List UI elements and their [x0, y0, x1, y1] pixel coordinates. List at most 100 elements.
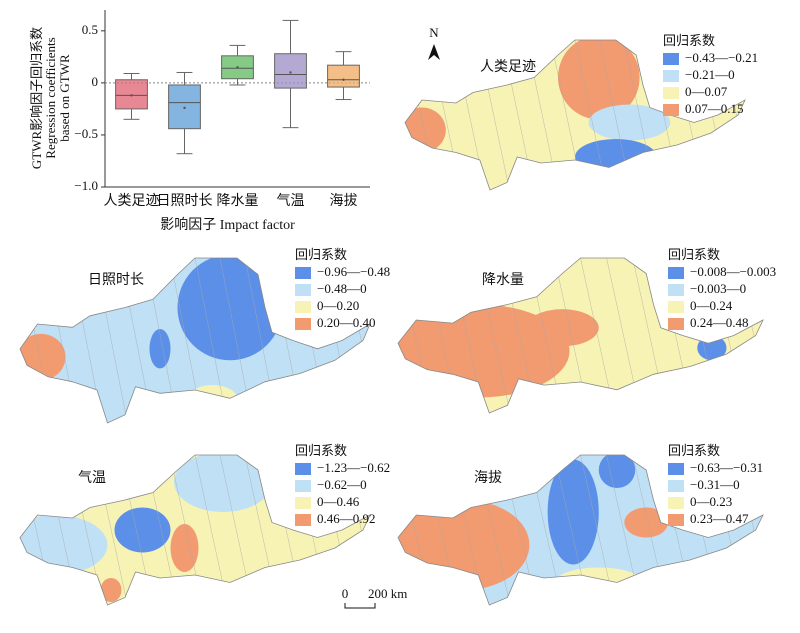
legend-swatch — [295, 463, 311, 475]
map-boundary — [580, 455, 615, 605]
legend-label: −0.31—0 — [690, 477, 740, 492]
x-tick-label: 气温 — [277, 193, 305, 209]
map-region — [525, 309, 599, 347]
legend-swatch — [668, 497, 684, 509]
x-tick-label: 海拔 — [330, 193, 358, 209]
map-title: 气温 — [78, 470, 106, 486]
scale-label: 200 km — [368, 586, 407, 601]
legend-swatch — [295, 284, 311, 296]
legend-label: −0.008—−0.003 — [690, 264, 776, 279]
legend-swatch — [663, 70, 679, 82]
legend-label: −0.48—0 — [317, 281, 367, 296]
legend-swatch — [663, 53, 679, 65]
north-label: N — [429, 25, 439, 40]
map-region — [398, 500, 530, 590]
map-boundary — [574, 40, 607, 190]
scale-bar-line — [344, 603, 376, 609]
map-title: 降水量 — [482, 272, 524, 288]
legend-label: 0—0.20 — [317, 298, 359, 313]
map-region — [575, 139, 657, 175]
legend-swatch — [668, 463, 684, 475]
legend-swatch — [663, 87, 679, 99]
legend-label: 0.20—0.40 — [317, 315, 376, 330]
y-axis-label: GTWR影响因子回归系数 — [29, 27, 44, 169]
legend-label: 0—0.46 — [317, 494, 360, 509]
map-region — [114, 507, 171, 553]
legend-title: 回归系数 — [668, 443, 720, 458]
legend-swatch — [295, 514, 311, 526]
map-region — [588, 104, 671, 141]
y-axis-label: based on GTWR — [57, 54, 72, 142]
map-region — [20, 515, 108, 575]
legend-label: −0.21—0 — [685, 67, 735, 82]
map-boundary — [194, 455, 228, 605]
legend-label: 0—0.07 — [685, 84, 728, 99]
map-region — [547, 459, 599, 565]
map-outline — [19, 454, 371, 606]
mean — [183, 106, 186, 110]
legend-swatch — [663, 104, 679, 116]
map-region — [202, 394, 223, 412]
map-boundary — [194, 258, 228, 423]
legend-swatch — [668, 514, 684, 526]
x-tick-label: 降水量 — [217, 193, 259, 209]
map-region — [405, 107, 446, 153]
map-region — [174, 455, 272, 512]
legend-swatch — [668, 480, 684, 492]
legend-label: 0—0.23 — [690, 494, 732, 509]
map-region — [149, 328, 171, 369]
mean — [342, 78, 345, 81]
legend-label: 0.24—0.48 — [690, 315, 749, 330]
legend-label: −0.003—0 — [690, 281, 746, 296]
y-tick-label: −1.0 — [74, 178, 98, 193]
legend-label: 0.07—0.15 — [685, 101, 744, 116]
legend-swatch — [295, 480, 311, 492]
mean — [236, 66, 239, 69]
y-tick-label: 0 — [92, 74, 99, 89]
legend-label: 0—0.24 — [690, 298, 733, 313]
map-region — [20, 455, 370, 605]
legend-swatch — [295, 301, 311, 313]
map-outline — [404, 39, 746, 191]
map-region — [170, 524, 199, 572]
map-region — [554, 567, 643, 598]
mean — [289, 71, 292, 74]
map-title: 日照时长 — [88, 272, 144, 288]
map-boundary — [580, 258, 615, 413]
legend-swatch — [295, 497, 311, 509]
y-tick-label: 0.5 — [82, 22, 98, 37]
legend-label: −0.43—−0.21 — [685, 50, 758, 65]
legend-title: 回归系数 — [295, 443, 347, 458]
map-outline — [397, 257, 764, 414]
x-tick-label: 日照时长 — [157, 193, 213, 209]
legend-swatch — [668, 267, 684, 279]
legend-swatch — [295, 267, 311, 279]
map-region — [177, 258, 283, 361]
map-region — [598, 455, 636, 488]
north-arrow: N — [428, 25, 440, 60]
map-title: 人类足迹 — [480, 59, 536, 75]
map-region — [624, 507, 669, 538]
map-title: 海拔 — [474, 470, 502, 486]
scale-zero: 0 — [342, 586, 349, 601]
map — [20, 258, 370, 423]
y-tick-label: −0.5 — [74, 126, 98, 141]
legend-title: 回归系数 — [668, 247, 720, 262]
legend-label: 0.46—0.92 — [317, 511, 376, 526]
legend-label: −0.62—0 — [317, 477, 367, 492]
x-axis-label: 影响因子 Impact factor — [160, 217, 295, 233]
north-arrow-shape — [428, 44, 440, 60]
legend-swatch — [668, 284, 684, 296]
box — [327, 64, 360, 88]
y-axis-label: Regression coefficients — [43, 37, 58, 158]
map-outline — [19, 257, 371, 424]
legend-label: 0.23—0.47 — [690, 511, 749, 526]
box — [274, 53, 307, 89]
scale-bar: 0 200 km — [342, 586, 407, 609]
legend-label: −1.23—−0.62 — [317, 460, 390, 475]
legend-swatch — [668, 318, 684, 330]
legend-label: −0.96—−0.48 — [317, 264, 390, 279]
legend-swatch — [295, 318, 311, 330]
legend-swatch — [668, 301, 684, 313]
